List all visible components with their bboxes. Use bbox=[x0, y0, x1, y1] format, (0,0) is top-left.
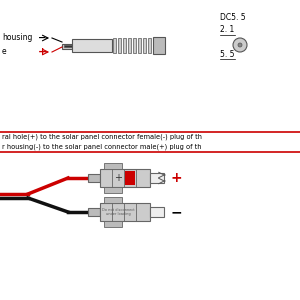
Bar bbox=[150, 207, 164, 217]
Bar bbox=[150, 173, 164, 183]
Bar bbox=[125, 171, 135, 185]
Bar bbox=[138, 38, 141, 53]
Text: DC5. 5: DC5. 5 bbox=[220, 13, 246, 22]
Text: +: + bbox=[38, 47, 47, 57]
Text: housing: housing bbox=[2, 34, 32, 43]
Bar bbox=[143, 38, 146, 53]
Text: ral hole(+) to the solar panel connector female(-) plug of th: ral hole(+) to the solar panel connector… bbox=[2, 134, 202, 140]
Bar bbox=[148, 38, 151, 53]
Bar bbox=[62, 44, 72, 49]
Bar bbox=[153, 37, 165, 54]
Text: −: − bbox=[38, 33, 46, 43]
Bar bbox=[64, 44, 84, 46]
Text: 2. 1: 2. 1 bbox=[220, 25, 234, 34]
Bar bbox=[113, 38, 116, 53]
Bar bbox=[123, 38, 126, 53]
Bar bbox=[128, 38, 131, 53]
Bar bbox=[104, 187, 122, 193]
Text: r housing(-) to the solar panel connector male(+) plug of th: r housing(-) to the solar panel connecto… bbox=[2, 144, 202, 150]
Bar bbox=[100, 203, 150, 221]
Bar bbox=[104, 197, 122, 203]
Text: Do not disconnect
under loading: Do not disconnect under loading bbox=[102, 208, 134, 216]
Text: −: − bbox=[170, 205, 182, 219]
Text: +: + bbox=[114, 173, 122, 183]
Bar bbox=[72, 39, 112, 52]
Bar bbox=[104, 163, 122, 169]
Bar bbox=[133, 38, 136, 53]
Bar bbox=[118, 38, 121, 53]
Circle shape bbox=[233, 38, 247, 52]
Text: e: e bbox=[2, 47, 7, 56]
Bar bbox=[88, 208, 100, 216]
Circle shape bbox=[238, 43, 242, 47]
Text: 5. 5: 5. 5 bbox=[220, 50, 235, 59]
Text: +: + bbox=[170, 171, 182, 185]
Bar bbox=[100, 169, 150, 187]
Bar bbox=[88, 174, 100, 182]
Bar bbox=[104, 221, 122, 227]
